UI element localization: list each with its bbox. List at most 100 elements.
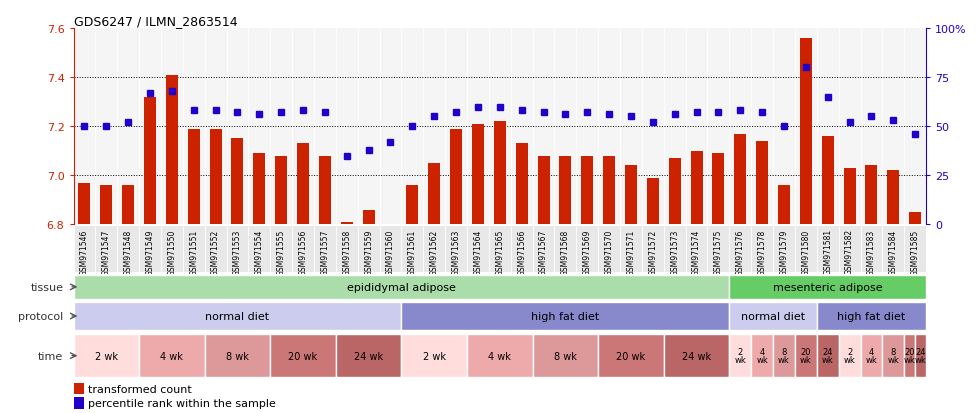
Bar xyxy=(691,151,703,225)
Bar xyxy=(816,303,926,330)
Bar xyxy=(336,335,402,377)
Bar xyxy=(816,335,839,377)
Bar xyxy=(297,144,309,225)
Text: GSM971568: GSM971568 xyxy=(561,229,570,275)
Bar xyxy=(625,166,637,225)
Text: GSM971581: GSM971581 xyxy=(823,229,832,275)
Bar xyxy=(532,29,555,225)
Bar xyxy=(560,156,571,225)
Text: time: time xyxy=(38,351,64,361)
Text: protocol: protocol xyxy=(18,311,64,321)
Text: 2 wk: 2 wk xyxy=(95,351,118,361)
Bar xyxy=(729,335,752,377)
Bar xyxy=(472,124,484,225)
Bar xyxy=(642,29,663,225)
Bar xyxy=(915,335,926,377)
Bar xyxy=(100,185,113,225)
Bar xyxy=(598,335,663,377)
Bar xyxy=(598,29,620,225)
Bar xyxy=(248,29,270,225)
Bar xyxy=(318,156,331,225)
Bar xyxy=(668,159,681,225)
Text: GSM971585: GSM971585 xyxy=(910,229,919,275)
Text: 8
wk: 8 wk xyxy=(888,347,900,364)
Bar xyxy=(428,164,440,225)
Bar xyxy=(118,29,139,225)
Text: 8
wk: 8 wk xyxy=(778,347,790,364)
Bar xyxy=(292,29,314,225)
Text: normal diet: normal diet xyxy=(206,311,270,321)
Text: 2 wk: 2 wk xyxy=(422,351,446,361)
Bar xyxy=(515,144,527,225)
Bar xyxy=(734,134,747,225)
Bar xyxy=(341,222,353,225)
Bar xyxy=(860,335,882,377)
Bar xyxy=(402,29,423,225)
Bar xyxy=(467,29,489,225)
Bar xyxy=(773,29,795,225)
Bar xyxy=(226,29,248,225)
Bar xyxy=(882,29,905,225)
Bar xyxy=(821,137,834,225)
Text: GSM971574: GSM971574 xyxy=(692,229,701,275)
Text: 4 wk: 4 wk xyxy=(488,351,512,361)
Text: 4
wk: 4 wk xyxy=(865,347,877,364)
Text: GSM971551: GSM971551 xyxy=(189,229,198,275)
Bar xyxy=(663,29,686,225)
Text: 20 wk: 20 wk xyxy=(616,351,646,361)
Text: GSM971561: GSM971561 xyxy=(408,229,416,275)
Bar xyxy=(74,303,402,330)
Bar xyxy=(773,335,795,377)
Bar xyxy=(603,156,615,225)
Text: GSM971546: GSM971546 xyxy=(80,229,89,275)
Bar xyxy=(865,166,877,225)
Bar xyxy=(384,225,397,254)
Text: normal diet: normal diet xyxy=(741,311,806,321)
Text: 24
wk: 24 wk xyxy=(822,347,834,364)
Bar xyxy=(537,156,550,225)
Text: GSM971575: GSM971575 xyxy=(713,229,723,275)
Text: GSM971556: GSM971556 xyxy=(299,229,308,275)
Bar xyxy=(275,156,287,225)
Bar xyxy=(95,29,118,225)
Bar xyxy=(663,335,729,377)
Text: 20
wk: 20 wk xyxy=(904,347,915,364)
Bar xyxy=(729,303,816,330)
Bar xyxy=(905,335,915,377)
Bar xyxy=(210,129,221,225)
Text: GDS6247 / ILMN_2863514: GDS6247 / ILMN_2863514 xyxy=(74,15,237,28)
Bar xyxy=(253,154,266,225)
Bar xyxy=(363,210,374,225)
Text: 24
wk: 24 wk xyxy=(914,347,926,364)
Text: GSM971565: GSM971565 xyxy=(495,229,505,275)
Bar xyxy=(882,335,905,377)
Text: GSM971552: GSM971552 xyxy=(211,229,220,275)
Bar xyxy=(729,29,752,225)
Bar xyxy=(183,29,205,225)
Text: 24 wk: 24 wk xyxy=(682,351,711,361)
Bar xyxy=(860,29,882,225)
Bar xyxy=(402,303,729,330)
Bar xyxy=(270,29,292,225)
Bar xyxy=(74,275,729,299)
Bar xyxy=(647,178,659,225)
Bar xyxy=(74,397,83,408)
Text: 8 wk: 8 wk xyxy=(554,351,577,361)
Bar xyxy=(407,185,418,225)
Text: transformed count: transformed count xyxy=(88,384,192,394)
Text: GSM971584: GSM971584 xyxy=(889,229,898,275)
Text: 20 wk: 20 wk xyxy=(288,351,318,361)
Text: 4 wk: 4 wk xyxy=(161,351,183,361)
Bar xyxy=(379,29,402,225)
Bar xyxy=(729,275,926,299)
Text: GSM971553: GSM971553 xyxy=(233,229,242,275)
Text: 4
wk: 4 wk xyxy=(757,347,768,364)
Bar xyxy=(74,383,83,394)
Text: GSM971582: GSM971582 xyxy=(845,229,855,275)
Bar xyxy=(205,29,226,225)
Bar xyxy=(489,29,511,225)
Text: GSM971560: GSM971560 xyxy=(386,229,395,275)
Text: 2
wk: 2 wk xyxy=(844,347,856,364)
Text: GSM971567: GSM971567 xyxy=(539,229,548,275)
Bar xyxy=(494,122,506,225)
